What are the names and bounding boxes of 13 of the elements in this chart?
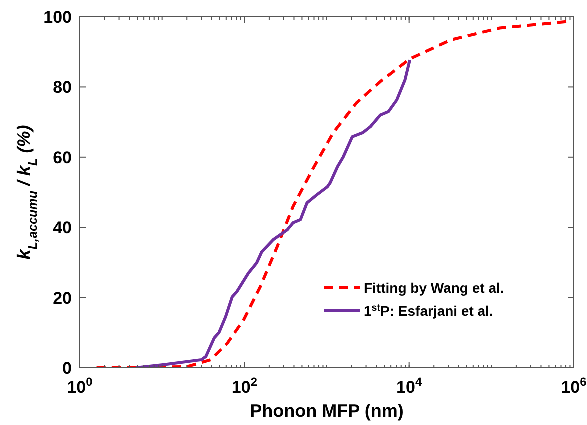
x-tick-label: 10$^{4}$ xyxy=(396,375,422,397)
y-tick-label: 0 xyxy=(62,358,72,378)
y-tick-label: 60 xyxy=(53,148,72,168)
x-tick-label: 10$^{6}$ xyxy=(561,375,587,397)
x-tick-label: 10$^{2}$ xyxy=(232,375,258,397)
y-tick-label: 40 xyxy=(53,218,72,238)
y-tick-label: 80 xyxy=(53,78,72,98)
legend-label: 1$^{st}$P: Esfarjani et al. xyxy=(364,302,494,319)
legend-label: Fitting by Wang et al. xyxy=(364,280,504,296)
x-axis-title: Phonon MFP (nm) xyxy=(250,401,404,421)
x-tick-label: 10$^{0}$ xyxy=(67,375,94,397)
y-tick-label: 20 xyxy=(53,288,72,308)
y-tick-label: 100 xyxy=(44,8,72,27)
